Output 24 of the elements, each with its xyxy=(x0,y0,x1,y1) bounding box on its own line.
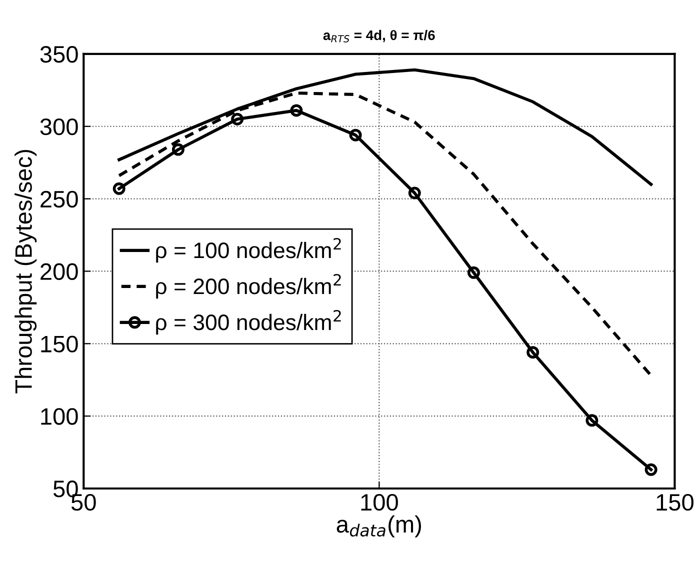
point xyxy=(467,266,480,279)
y-tick-label: 150 xyxy=(41,336,78,352)
legend-label: ρ = 100 nodes/km$^{2}$ xyxy=(156,238,341,263)
point xyxy=(526,346,540,359)
x-axis-title: a$_{data}$(m) xyxy=(336,515,421,538)
point xyxy=(231,112,244,126)
point xyxy=(408,186,421,200)
y-tick-label: 350 xyxy=(40,46,78,63)
y-tick-label: 300 xyxy=(40,118,78,136)
y-axis-title: Throughput (Bytes/sec) xyxy=(14,150,37,394)
y-tick-label: 200 xyxy=(40,263,78,280)
point xyxy=(172,143,184,156)
point xyxy=(349,128,362,142)
y-tick-label: 250 xyxy=(40,190,78,208)
x-tick-label: 150 xyxy=(656,494,694,511)
point xyxy=(644,463,658,476)
point xyxy=(112,182,126,195)
point xyxy=(290,104,303,117)
point xyxy=(586,414,598,427)
legend-label: ρ = 200 nodes/km$^{2}$ xyxy=(156,274,341,299)
chart-title: a$_{RTS}$ = 4d, θ = π/6 xyxy=(323,30,435,42)
y-tick-label: 100 xyxy=(41,408,78,425)
legend-label: ρ = 300 nodes/km$^{2}$ xyxy=(156,310,341,335)
x-tick-label: 100 xyxy=(361,494,398,511)
